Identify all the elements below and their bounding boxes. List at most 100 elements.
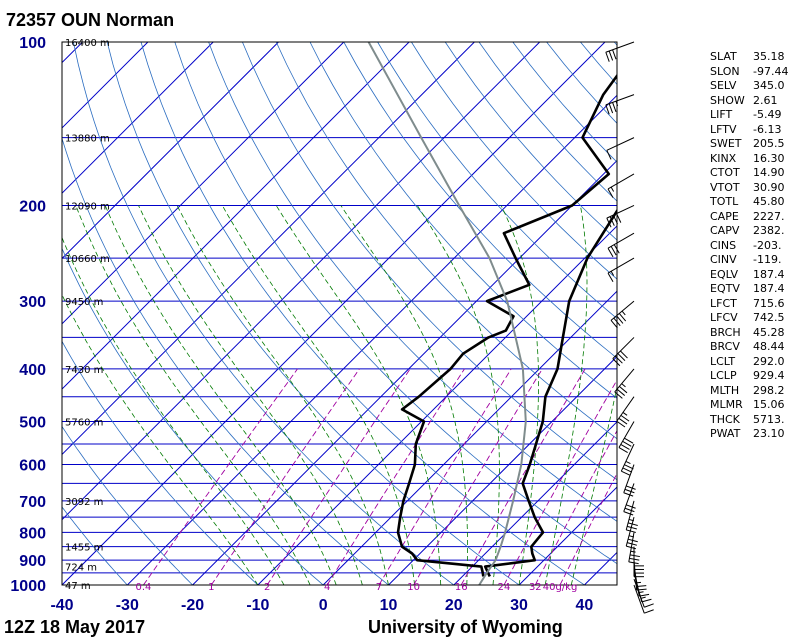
observation-datetime: 12Z 18 May 2017 — [4, 617, 146, 637]
isotherm-line — [62, 42, 214, 194]
moist-adiabat-line — [176, 205, 389, 585]
height-label: 3092 m — [65, 497, 103, 508]
dry-adiabat-line — [343, 42, 617, 359]
height-label: 7430 m — [65, 365, 103, 376]
mixing-ratio-label: 2 — [264, 582, 270, 593]
mixing-ratio-label: 32 — [529, 582, 542, 593]
moist-adiabat-line — [275, 205, 442, 585]
wind-barb-staff — [623, 483, 635, 512]
isotherm-line — [62, 42, 475, 456]
wind-barb-staff — [628, 532, 635, 563]
isotherm-line — [62, 42, 279, 260]
wind-barb-flag — [616, 388, 626, 396]
index-value: 16.30 — [753, 151, 785, 165]
index-name: VTOT — [710, 180, 740, 194]
index-value: -119. — [753, 253, 782, 266]
isotherm-line — [192, 159, 617, 585]
index-name: EQLV — [710, 267, 739, 281]
wind-barb-staff — [618, 421, 635, 448]
wind-barb-flag — [607, 188, 614, 198]
index-value: 298.2 — [753, 383, 785, 397]
moist-adiabat-line — [570, 385, 617, 585]
mixing-ratio-line — [210, 368, 360, 585]
isotherm-line — [322, 290, 617, 585]
index-value: 35.18 — [753, 50, 785, 63]
index-name: LIFT — [710, 108, 733, 121]
height-label: 10660 m — [65, 254, 110, 265]
wind-barb-flag — [627, 525, 637, 530]
wind-barb-staff — [605, 41, 635, 53]
wind-barb-flag — [621, 383, 626, 388]
index-row: CINS -203. — [710, 239, 788, 254]
wind-barb-flag — [624, 464, 634, 470]
isotherm-line — [62, 42, 541, 521]
moist-adiabat-line — [75, 205, 311, 585]
temperature-tick-label: -40 — [50, 597, 73, 614]
isotherm-line — [0, 42, 17, 585]
dry-adiabat-line — [140, 42, 585, 585]
index-value: 14.90 — [753, 166, 785, 179]
dry-adiabat-line — [242, 42, 617, 481]
dry-adiabat-line — [309, 42, 617, 399]
isotherm-line — [388, 355, 617, 585]
dry-adiabat-line — [62, 340, 259, 585]
wind-barb — [612, 337, 635, 367]
wind-barb — [607, 257, 635, 282]
wind-barb-flag — [614, 355, 623, 364]
pressure-tick-label: 800 — [19, 525, 46, 542]
index-value: 715.6 — [753, 296, 785, 310]
index-row: VTOT 30.90 — [710, 181, 788, 196]
moist-adiabat-line — [544, 205, 588, 585]
index-name: THCK — [710, 412, 740, 426]
temperature-tick-label: 0 — [319, 597, 328, 614]
index-name: PWAT — [710, 427, 741, 440]
background-lines — [0, 42, 617, 585]
index-value: 187.4 — [753, 267, 785, 281]
index-row: MLMR 15.06 — [710, 398, 788, 413]
wind-barb-flag — [623, 511, 634, 516]
wind-barb-staff — [605, 94, 635, 106]
index-value: 345.0 — [753, 79, 785, 92]
pressure-tick-label: 400 — [19, 362, 46, 379]
moist-adiabat-line — [340, 205, 468, 585]
wind-barb-staff — [623, 464, 635, 493]
dry-adiabat-line — [62, 247, 324, 585]
wind-barb — [606, 137, 635, 160]
wind-barb-flag — [622, 440, 632, 447]
index-value: 23.10 — [753, 427, 785, 440]
wind-barb-flag — [623, 492, 634, 497]
wind-barb-flag — [620, 443, 630, 450]
mixing-ratio-label: 0.4 — [135, 582, 151, 593]
mixing-ratio-label: 10 — [407, 582, 420, 593]
index-value: 15.06 — [753, 398, 785, 411]
moist-adiabat-line — [104, 205, 337, 585]
wind-barb — [607, 173, 635, 198]
wind-barb — [620, 443, 635, 476]
wind-barb-flag — [626, 529, 637, 533]
wind-barb-flag — [625, 460, 631, 464]
wind-barb-flag — [610, 246, 617, 256]
wind-barb-flag — [617, 353, 626, 361]
wind-barb-flag — [641, 598, 652, 603]
index-row: LFCV 742.5 — [710, 311, 788, 326]
wind-barb — [623, 464, 636, 497]
plot-frame — [61, 41, 618, 586]
index-name: CINS — [710, 238, 737, 252]
dry-adiabat-line — [106, 42, 520, 585]
wind-barb-flag — [606, 217, 612, 228]
wind-barb — [633, 546, 644, 578]
index-row: EQLV 187.4 — [710, 268, 788, 283]
dry-adiabat-line — [62, 506, 128, 585]
wind-barb-flag — [610, 186, 615, 192]
wind-barb-flag — [621, 470, 631, 476]
index-name: SLAT — [710, 50, 737, 63]
height-label: 1455 m — [65, 543, 103, 554]
index-value: -97.44 — [753, 64, 789, 78]
index-row: TOTL 45.80 — [710, 195, 788, 210]
mixing-ratio-line — [266, 368, 411, 585]
wind-barb — [633, 578, 654, 608]
temperature-tick-label: -20 — [181, 597, 204, 614]
wind-barb-flag — [612, 214, 619, 225]
index-name: CAPV — [710, 224, 740, 237]
temperature-line — [483, 208, 617, 577]
